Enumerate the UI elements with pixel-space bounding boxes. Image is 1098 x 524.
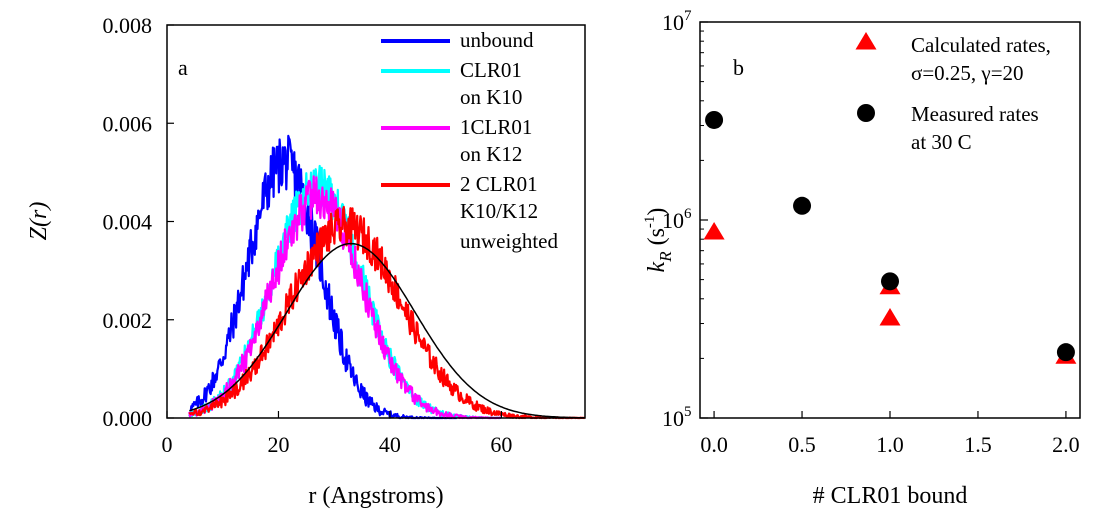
chart-b-point-calculated [703, 222, 725, 240]
chart-a-y-tick-label: 0.000 [103, 406, 153, 431]
chart-b-x-tick-label: 1.5 [964, 432, 992, 457]
chart-b-legend-marker-calculated [855, 32, 877, 50]
chart-b-legend-label: Measured rates [911, 102, 1039, 126]
chart-a-y-tick-label: 0.008 [103, 13, 153, 38]
chart-a-series-unbound [188, 134, 458, 420]
chart-b: 0.0 0.5 1.0 1.5 2.0 105 106 107 b # CLR01 boun… [642, 8, 1081, 509]
chart-a-x-tick-label: 0 [162, 432, 173, 457]
chart-b-x-ticks: 0.0 0.5 1.0 1.5 2.0 [700, 411, 1080, 457]
chart-a-traces [188, 134, 586, 420]
chart-a-y-ticks: 0.000 0.002 0.004 0.006 0.008 [103, 13, 174, 431]
svg-text:kR (s-1): kR (s-1) [642, 208, 675, 273]
chart-a-x-tick-label: 20 [267, 432, 289, 457]
chart-b-x-tick-label: 0.0 [700, 432, 728, 457]
chart-a-legend-label: on K10 [460, 85, 522, 109]
chart-b-panel-label: b [733, 55, 744, 80]
chart-a-legend-label: 2 CLR01 [460, 172, 538, 196]
chart-a-legend-label: unbound [460, 28, 534, 52]
chart-b-y-ticks: 105 106 107 [662, 8, 708, 431]
chart-a-x-axis-label: r (Angstroms) [308, 483, 443, 509]
chart-b-legend-label: at 30 C [911, 130, 972, 154]
chart-b-points [703, 110, 1077, 364]
chart-b-y-tick-label: 106 [662, 206, 692, 233]
chart-b-x-axis-label: # CLR01 bound [813, 483, 968, 509]
chart-a-legend-label: on K12 [460, 142, 522, 166]
chart-b-legend-label: σ=0.25, γ=20 [911, 61, 1024, 85]
chart-a-legend-label: K10/K12 [460, 199, 538, 223]
chart-b-point-calculated [879, 308, 901, 326]
chart-a-legend-label: 1CLR01 [460, 115, 532, 139]
chart-b-point-measured [705, 110, 724, 129]
chart-a-y-tick-label: 0.002 [103, 308, 153, 333]
chart-b-y-tick-label: 107 [662, 8, 692, 35]
chart-a-legend-label: unweighted [460, 229, 558, 253]
chart-b-x-tick-label: 0.5 [788, 432, 816, 457]
chart-a-series-unweighted [189, 242, 584, 419]
chart-a-y-tick-label: 0.004 [103, 210, 153, 235]
chart-a-y-axis-label: Z(r) [26, 202, 52, 241]
chart-b-point-measured [881, 272, 899, 291]
chart-b-point-measured [793, 196, 812, 215]
chart-b-y-axis-label: kR (s-1) [642, 208, 675, 273]
chart-a-x-ticks: 0 20 40 60 [162, 411, 512, 457]
chart-a-x-tick-label: 60 [490, 432, 512, 457]
chart-a: 0 20 40 60 0.000 0.002 0.004 0.006 0.008 a r (A… [26, 13, 586, 509]
chart-a-panel-label: a [178, 55, 188, 80]
chart-b-y-tick-label: 105 [662, 404, 692, 431]
chart-a-legend: unbound CLR01 on K10 1CLR01 on K12 2 CLR01 K1… [381, 28, 558, 253]
chart-b-point-measured [1056, 343, 1075, 362]
chart-b-legend-label: Calculated rates, [911, 33, 1051, 57]
chart-a-legend-label: CLR01 [460, 58, 522, 82]
chart-a-y-tick-label: 0.006 [103, 111, 153, 136]
chart-b-legend: Calculated rates, σ=0.25, γ=20 Measured ra… [855, 32, 1051, 154]
chart-b-legend-marker-measured [857, 104, 875, 122]
chart-b-x-tick-label: 2.0 [1052, 432, 1080, 457]
chart-a-x-tick-label: 40 [379, 432, 401, 457]
chart-b-x-tick-label: 1.0 [876, 432, 904, 457]
chart-a-series-2-clr01-k10-k12 [188, 205, 586, 420]
